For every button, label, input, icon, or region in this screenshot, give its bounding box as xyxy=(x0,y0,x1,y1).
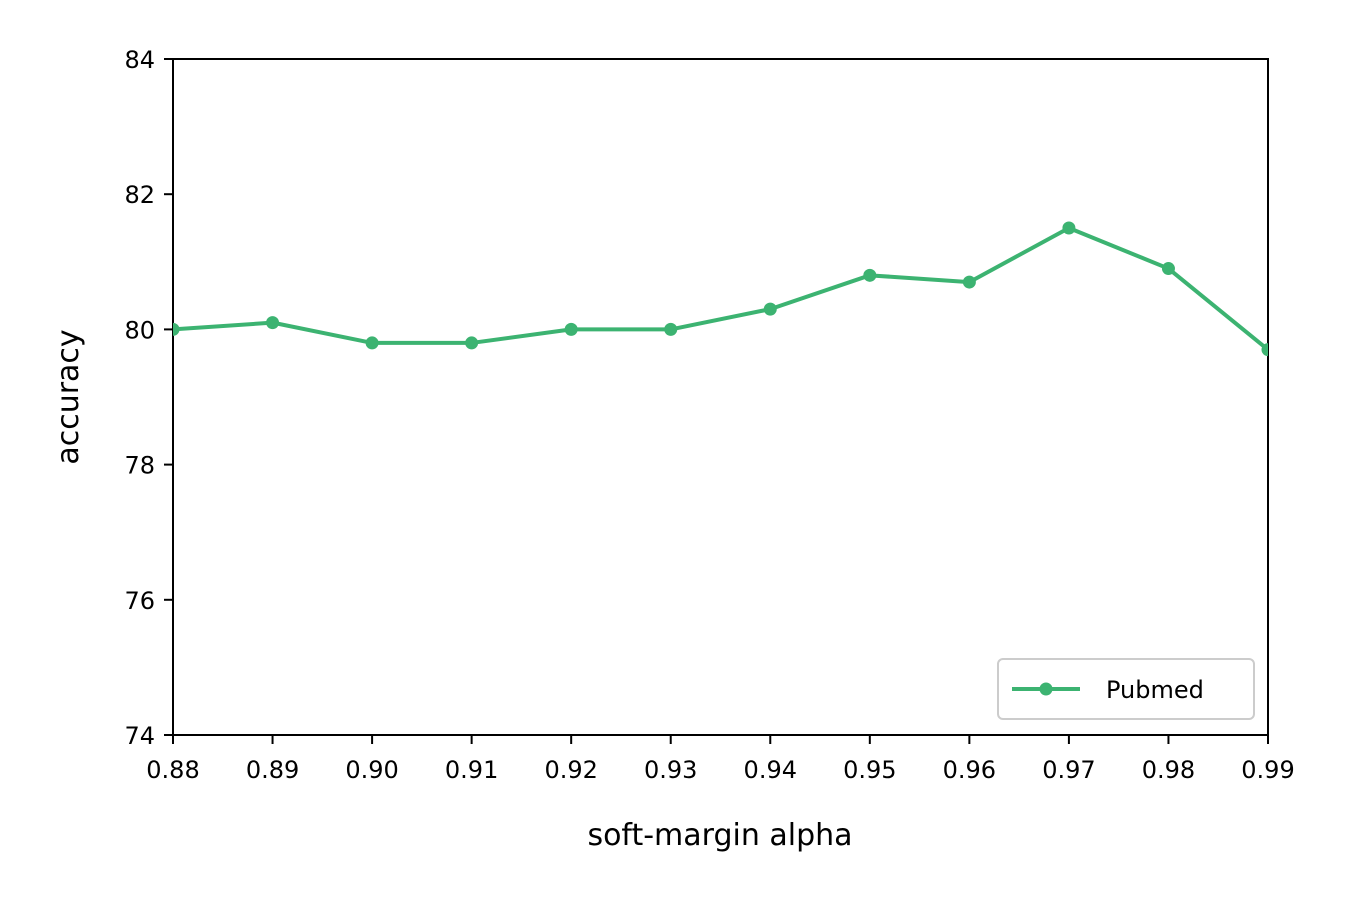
legend-marker xyxy=(1039,682,1053,696)
x-tick-label: 0.98 xyxy=(1142,756,1195,784)
plot-frame xyxy=(172,58,1269,736)
data-point xyxy=(365,336,379,350)
data-point xyxy=(465,336,479,350)
series-line xyxy=(173,226,1268,353)
y-tick-label: 74 xyxy=(124,722,155,750)
x-tick-label: 0.99 xyxy=(1241,756,1294,784)
data-point xyxy=(266,316,280,330)
x-tick-label: 0.94 xyxy=(744,756,797,784)
y-tick-label: 80 xyxy=(124,316,155,344)
legend: Pubmed xyxy=(997,658,1255,720)
legend-box xyxy=(997,658,1255,720)
data-point xyxy=(664,322,678,336)
x-tick-label: 0.95 xyxy=(843,756,896,784)
data-point xyxy=(173,322,180,336)
x-tick-label: 0.88 xyxy=(146,756,199,784)
series-pubmed xyxy=(173,221,1268,357)
series-layer xyxy=(173,221,1268,357)
x-tick-label: 0.90 xyxy=(345,756,398,784)
data-point xyxy=(1161,262,1175,276)
axes: 0.88 0.89 0.90 0.91 0.92 0.93 0.94 0.95 0.96 0.97… xyxy=(124,46,1294,784)
y-tick-label: 78 xyxy=(124,452,155,480)
legend-label: Pubmed xyxy=(1106,676,1204,704)
data-point xyxy=(564,322,578,336)
x-tick-label: 0.89 xyxy=(246,756,299,784)
data-point xyxy=(1062,221,1076,235)
y-tick-label: 82 xyxy=(124,181,155,209)
y-axis-label: accuracy xyxy=(51,329,86,464)
data-point xyxy=(863,268,877,282)
x-tick-label: 0.93 xyxy=(644,756,697,784)
x-tick-label: 0.91 xyxy=(445,756,498,784)
data-point xyxy=(962,275,976,289)
y-tick-label: 84 xyxy=(124,46,155,74)
data-point xyxy=(763,302,777,316)
data-point xyxy=(1261,343,1268,357)
y-tick-label: 76 xyxy=(124,587,155,615)
x-tick-label: 0.97 xyxy=(1042,756,1095,784)
x-axis-label: soft-margin alpha xyxy=(587,818,852,853)
x-tick-label: 0.96 xyxy=(943,756,996,784)
x-tick-label: 0.92 xyxy=(544,756,597,784)
